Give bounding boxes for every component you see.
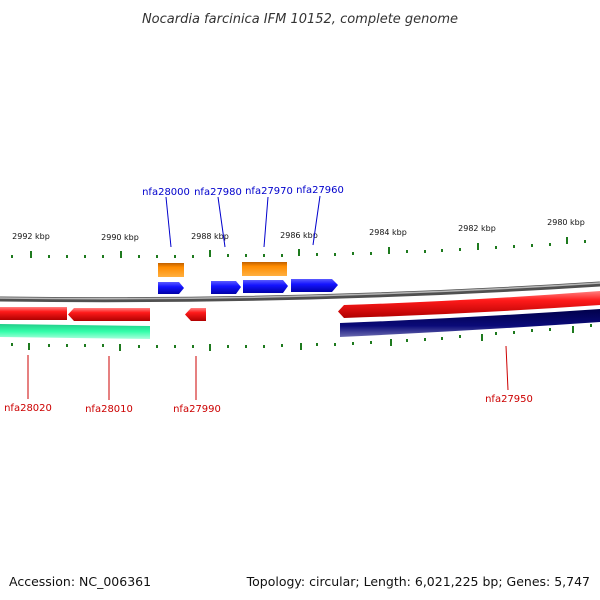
forward-gene-arrow-nfa27970[interactable] bbox=[243, 280, 288, 293]
gene-label-nfa28000[interactable]: nfa28000 bbox=[142, 187, 190, 198]
gene-label-nfa28010[interactable]: nfa28010 bbox=[85, 404, 133, 415]
reverse-gene-arrow-nfa28010[interactable] bbox=[68, 308, 150, 321]
top-tick-row bbox=[11, 237, 586, 258]
gene-label-nfa27990[interactable]: nfa27990 bbox=[173, 404, 221, 415]
track-green bbox=[0, 324, 150, 339]
reverse-gene-arrow-nfa27990[interactable] bbox=[185, 308, 206, 321]
reverse-gene-arrow-nfa28020[interactable] bbox=[0, 307, 67, 320]
reverse-gene-arrow-nfa27950[interactable] bbox=[338, 291, 600, 318]
scale-label-2992: 2992 kbp bbox=[12, 232, 50, 241]
scale-label-2990: 2990 kbp bbox=[101, 233, 139, 242]
gene-label-nfa27980[interactable]: nfa27980 bbox=[194, 187, 242, 198]
gene-label-nfa27960[interactable]: nfa27960 bbox=[296, 185, 344, 196]
track-navy bbox=[340, 309, 600, 337]
forward-gene-arrow-nfa27960[interactable] bbox=[291, 279, 338, 292]
genome-backbone-highlight bbox=[0, 282, 600, 300]
reverse-label-lines bbox=[27, 345, 509, 400]
scale-label-2984: 2984 kbp bbox=[369, 228, 407, 237]
gene-label-nfa28020[interactable]: nfa28020 bbox=[4, 403, 52, 414]
scale-label-2988: 2988 kbp bbox=[191, 232, 229, 241]
rna-gene-box[interactable] bbox=[242, 262, 287, 276]
scale-label-2982: 2982 kbp bbox=[458, 224, 496, 233]
genome-summary-text: Topology: circular; Length: 6,021,225 bp… bbox=[246, 574, 590, 589]
rna-gene-box[interactable] bbox=[158, 263, 184, 277]
scale-label-2986: 2986 kbp bbox=[280, 231, 318, 240]
forward-label-lines bbox=[165, 195, 321, 248]
forward-gene-arrow-nfa28000[interactable] bbox=[158, 282, 184, 294]
genome-backbone bbox=[0, 281, 600, 303]
scale-label-2980: 2980 kbp bbox=[547, 218, 585, 227]
bottom-tick-row bbox=[11, 324, 592, 351]
accession-text: Accession: NC_006361 bbox=[9, 574, 151, 589]
forward-gene-arrow-nfa27980[interactable] bbox=[211, 281, 241, 294]
gene-label-nfa27970[interactable]: nfa27970 bbox=[245, 186, 293, 197]
genome-title: Nocardia farcinica IFM 10152, complete g… bbox=[142, 12, 458, 27]
gene-label-nfa27950[interactable]: nfa27950 bbox=[485, 394, 533, 405]
